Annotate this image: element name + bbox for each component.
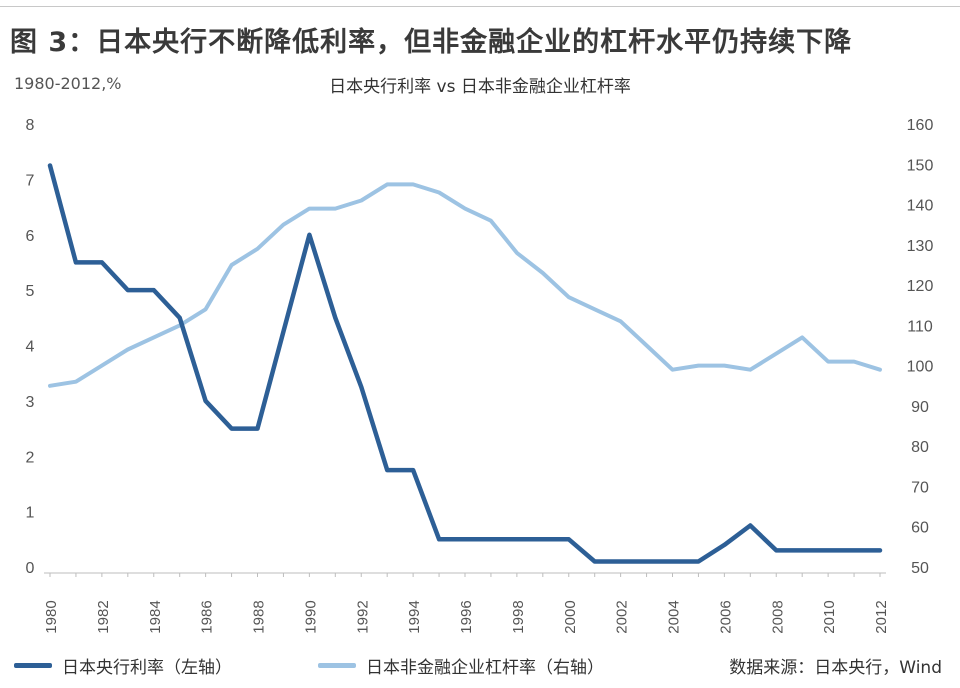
source-note: 数据来源：日本央行，Wind	[729, 658, 942, 678]
x-axis-tick-label: 1984	[147, 600, 164, 633]
left-axis-tick-label: 7	[26, 172, 35, 189]
legend-swatch-leverage	[318, 663, 356, 668]
right-axis-tick-label: 50	[911, 560, 929, 577]
legend-label-leverage: 日本非金融企业杠杆率（右轴）	[366, 658, 604, 678]
legend-swatch-rate	[14, 663, 52, 668]
left-axis-tick-label: 5	[26, 283, 35, 300]
x-axis-tick-label: 2002	[614, 600, 631, 633]
series-line-leverage	[48, 182, 882, 388]
left-axis-tick-label: 3	[26, 394, 35, 411]
left-axis-tick-label: 2	[26, 449, 35, 466]
x-axis-tick-label: 2010	[821, 600, 838, 633]
right-axis-tick-label: 120	[907, 278, 934, 295]
legend-label-rate: 日本央行利率（左轴）	[62, 658, 232, 678]
right-axis-tick-label: 100	[907, 359, 934, 376]
x-axis-tick-label: 1992	[354, 600, 371, 633]
x-axis-tick-label: 1996	[458, 600, 475, 633]
x-axis-tick-label: 1986	[199, 600, 216, 633]
left-axis-tick-label: 6	[26, 228, 35, 245]
x-axis-tick-label: 2012	[873, 600, 890, 633]
right-axis-tick-label: 160	[907, 117, 934, 134]
top-divider	[0, 6, 960, 7]
x-axis-tick-label: 1998	[510, 600, 527, 633]
right-axis-tick-label: 90	[911, 399, 929, 416]
x-axis-tick-label: 1982	[95, 600, 112, 633]
figure-title: 图 3：日本央行不断降低利率，但非金融企业的杠杆水平仍持续下降	[10, 27, 853, 58]
right-axis-tick-label: 80	[911, 439, 929, 456]
right-axis-tick-label: 60	[911, 520, 929, 537]
left-axis-tick-label: 1	[26, 505, 35, 522]
x-axis-tick-label: 2008	[769, 600, 786, 633]
chart-title: 日本央行利率 vs 日本非金融企业杠杆率	[329, 77, 631, 97]
right-axis-tick-label: 110	[907, 318, 933, 335]
legend: 日本央行利率（左轴） 日本非金融企业杠杆率（右轴） 数据来源：日本央行，Wind	[0, 653, 960, 681]
legend-item-rate: 日本央行利率（左轴）	[14, 653, 232, 678]
right-axis-tick-label: 130	[907, 238, 934, 255]
left-axis-tick-label: 8	[26, 117, 35, 134]
right-axis-tick-label: 140	[907, 198, 934, 215]
left-axis-tick-label: 4	[26, 339, 35, 356]
x-axis-tick-label: 2000	[562, 600, 579, 633]
x-axis-tick-label: 1988	[251, 600, 268, 633]
x-axis-tick-label: 1994	[406, 600, 423, 633]
right-axis-tick-label: 70	[911, 479, 929, 496]
left-axis-tick-label: 0	[26, 560, 35, 577]
x-axis-tick-label: 2006	[717, 600, 734, 633]
series-line-rate	[47, 163, 883, 564]
x-axis-tick-label: 1990	[302, 600, 319, 633]
x-axis-tick-label: 2004	[666, 600, 683, 633]
x-axis-tick-label: 1980	[43, 600, 60, 633]
legend-item-leverage: 日本非金融企业杠杆率（右轴）	[318, 653, 604, 678]
right-axis-tick-label: 150	[907, 157, 934, 174]
unit-label: 1980-2012,%	[14, 74, 122, 93]
